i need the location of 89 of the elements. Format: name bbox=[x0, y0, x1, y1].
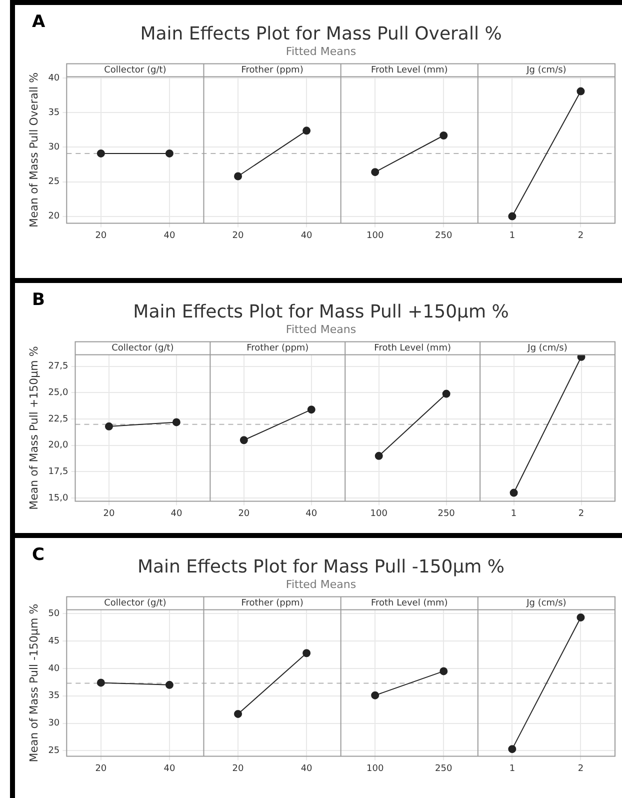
x-tick-label: 1 bbox=[510, 508, 517, 519]
x-tick-label: 40 bbox=[300, 230, 313, 241]
x-tick-label: 100 bbox=[370, 508, 388, 519]
point bbox=[576, 87, 585, 96]
point bbox=[440, 132, 448, 140]
text: B bbox=[32, 290, 45, 310]
x-tick-label: 250 bbox=[438, 508, 456, 519]
x-tick-label: 20 bbox=[232, 230, 244, 241]
x-tick-label: 20 bbox=[95, 764, 107, 774]
y-tick-label: 30 bbox=[48, 142, 60, 153]
x-tick-label: 250 bbox=[435, 764, 452, 774]
x-tick-label: 40 bbox=[306, 508, 318, 519]
point bbox=[234, 710, 242, 718]
x-tick-label: 40 bbox=[170, 508, 182, 519]
point bbox=[440, 667, 448, 676]
text: Jg (cm/s) bbox=[526, 344, 568, 354]
x-tick-label: 2 bbox=[578, 508, 584, 519]
y-tick-label: 17,5 bbox=[48, 467, 68, 478]
text: Froth Level (mm) bbox=[374, 344, 451, 354]
point bbox=[302, 649, 311, 658]
y-axis-title: Mean of Mass Pull Overall % bbox=[27, 72, 40, 228]
x-tick-label: 20 bbox=[95, 230, 107, 241]
text: Froth Level (mm) bbox=[370, 598, 448, 609]
point bbox=[172, 418, 180, 426]
point bbox=[508, 745, 516, 754]
point bbox=[371, 691, 380, 700]
x-tick-label: 20 bbox=[232, 764, 244, 774]
y-tick-label: 20,0 bbox=[48, 440, 69, 451]
y-tick-label: 25,0 bbox=[48, 388, 69, 398]
text: Frother (ppm) bbox=[246, 344, 309, 354]
x-tick-label: 1 bbox=[509, 764, 516, 774]
point bbox=[104, 422, 113, 430]
y-axis-title: Mean of Mass Pull -150µm % bbox=[27, 604, 40, 762]
x-tick-label: 40 bbox=[300, 764, 313, 774]
point bbox=[302, 126, 311, 135]
text: Jg (cm/s) bbox=[526, 598, 566, 609]
point bbox=[96, 149, 105, 158]
y-tick-label: 40 bbox=[48, 664, 60, 674]
text: Frother (ppm) bbox=[241, 598, 304, 609]
chart-title: Main Effects Plot for Mass Pull -150µm % bbox=[137, 556, 505, 578]
x-tick-label: 2 bbox=[578, 764, 584, 774]
point bbox=[96, 678, 105, 687]
y-tick-label: 25 bbox=[48, 177, 60, 188]
point bbox=[234, 172, 242, 180]
text: C bbox=[32, 544, 44, 565]
y-tick-label: 40 bbox=[48, 74, 60, 84]
point bbox=[577, 354, 586, 361]
chart-title: Main Effects Plot for Mass Pull Overall % bbox=[140, 23, 502, 44]
y-tick-label: 35 bbox=[48, 108, 60, 118]
chart-subtitle: Fitted Means bbox=[286, 323, 356, 336]
point bbox=[508, 212, 516, 220]
x-tick-label: 2 bbox=[578, 230, 584, 241]
point bbox=[307, 406, 316, 414]
x-tick-label: 40 bbox=[164, 764, 176, 774]
y-tick-label: 45 bbox=[48, 636, 60, 646]
point bbox=[240, 436, 248, 444]
chart-subtitle: Fitted Means bbox=[286, 578, 356, 592]
text: Jg (cm/s) bbox=[526, 66, 566, 76]
x-tick-label: 40 bbox=[164, 230, 176, 241]
point bbox=[165, 680, 174, 689]
text: Froth Level (mm) bbox=[370, 66, 448, 76]
y-tick-label: 15,0 bbox=[48, 493, 69, 504]
y-tick-label: 35 bbox=[48, 691, 60, 702]
x-tick-label: 250 bbox=[435, 230, 452, 241]
y-tick-label: 27,5 bbox=[48, 362, 68, 372]
point bbox=[576, 613, 585, 622]
point bbox=[374, 452, 383, 460]
x-tick-label: 1 bbox=[509, 230, 516, 241]
x-tick-label: 20 bbox=[238, 508, 250, 519]
point bbox=[442, 390, 450, 398]
text: Frother (ppm) bbox=[241, 66, 304, 76]
chart-subtitle: Fitted Means bbox=[286, 45, 356, 58]
y-axis-title: Mean of Mass Pull +150µm % bbox=[27, 346, 40, 510]
y-tick-label: 20 bbox=[48, 212, 60, 222]
x-tick-label: 100 bbox=[366, 230, 384, 241]
point bbox=[510, 488, 518, 497]
x-tick-label: 100 bbox=[366, 764, 384, 774]
y-tick-label: 50 bbox=[48, 608, 60, 619]
chart-title: Main Effects Plot for Mass Pull +150µm % bbox=[133, 301, 509, 322]
y-tick-label: 30 bbox=[48, 718, 60, 729]
text: Collector (g/t) bbox=[104, 598, 166, 609]
point bbox=[165, 149, 174, 158]
text: A bbox=[32, 12, 46, 32]
text: Collector (g/t) bbox=[104, 66, 166, 76]
text: Collector (g/t) bbox=[112, 344, 174, 354]
y-tick-label: 25 bbox=[48, 746, 60, 756]
x-tick-label: 20 bbox=[103, 508, 115, 519]
y-tick-label: 22,5 bbox=[48, 414, 68, 424]
point bbox=[371, 168, 380, 176]
